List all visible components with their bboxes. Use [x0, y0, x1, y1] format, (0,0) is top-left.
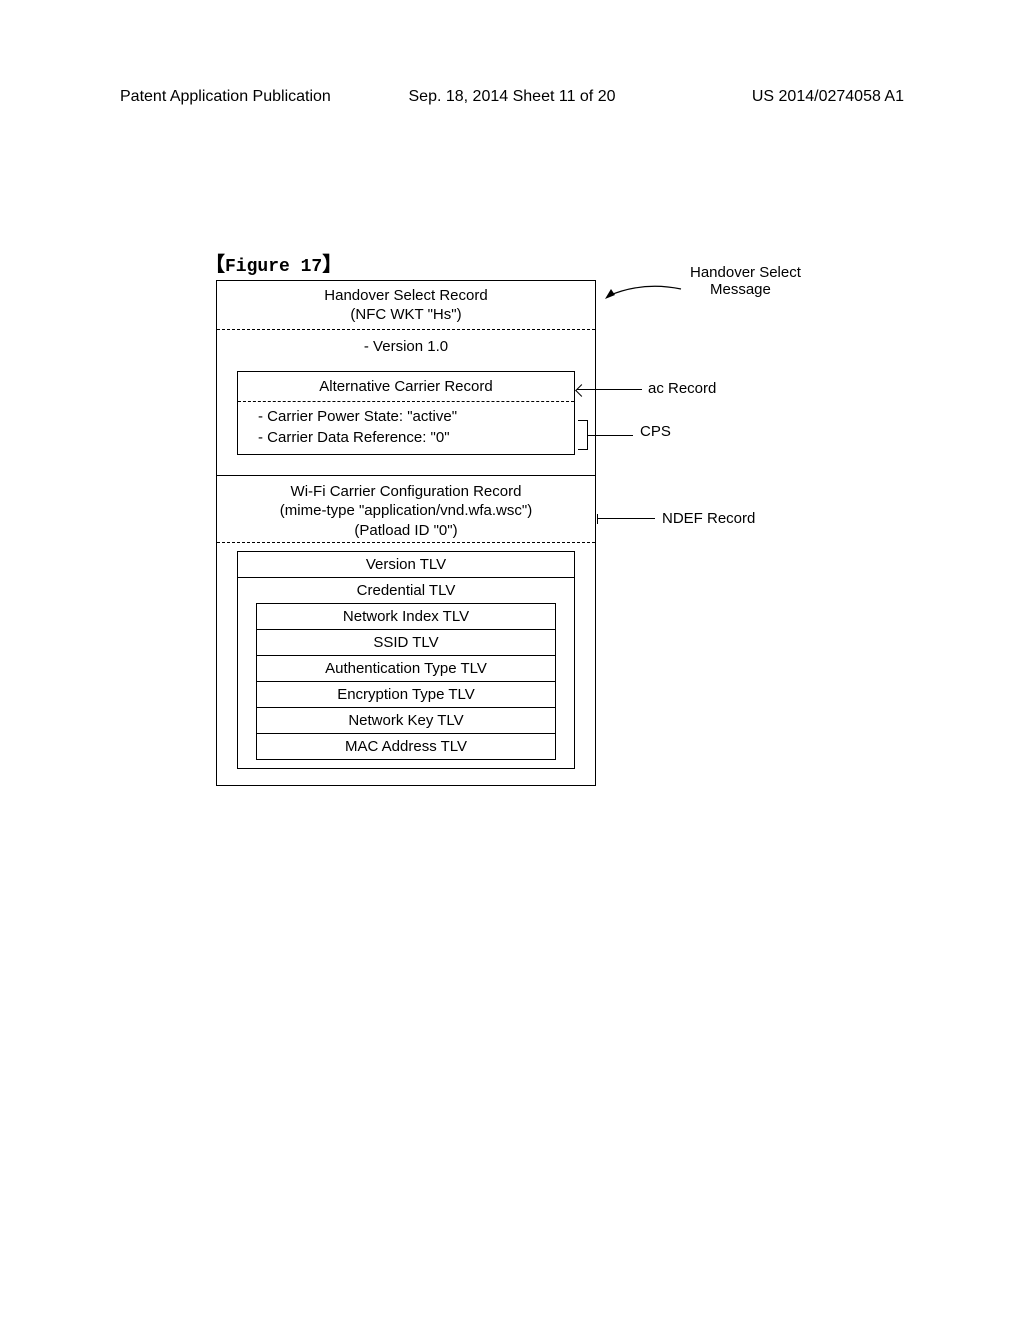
open-bracket: 【 [205, 255, 225, 278]
tlv-container: Version TLV Credential TLV Network Index… [217, 543, 595, 785]
tlv-credential: Credential TLV [238, 578, 574, 603]
diagram-container: Handover Select Record (NFC WKT "Hs") - … [216, 280, 596, 786]
tlv-ssid: SSID TLV [257, 630, 555, 656]
annotation-handover-select-message: Handover Select Message [690, 264, 801, 298]
annotation-line1: Handover Select [690, 264, 801, 281]
carrier-data-reference: - Carrier Data Reference: "0" [258, 427, 554, 448]
wifi-line3: (Patload ID "0") [217, 521, 595, 541]
alternative-carrier-box: Alternative Carrier Record - Carrier Pow… [237, 371, 575, 455]
carrier-power-state: - Carrier Power State: "active" [258, 406, 554, 427]
alternative-carrier-title: Alternative Carrier Record [238, 372, 574, 401]
wifi-line2: (mime-type "application/vnd.wfa.wsc") [217, 501, 595, 521]
arrow-handover [603, 281, 683, 301]
tlv-network-key: Network Key TLV [257, 708, 555, 734]
tlv-encryption-type: Encryption Type TLV [257, 682, 555, 708]
header-right: US 2014/0274058 A1 [752, 88, 904, 106]
annotation-cps: CPS [640, 423, 671, 440]
figure-label: 【Figure 17】 [205, 248, 342, 278]
annotation-ndef-record: NDEF Record [662, 510, 755, 527]
alternative-carrier-details: - Carrier Power State: "active" - Carrie… [238, 402, 574, 454]
wifi-carrier-config-box: Wi-Fi Carrier Configuration Record (mime… [216, 475, 596, 787]
header-center: Sep. 18, 2014 Sheet 11 of 20 [409, 88, 616, 106]
wifi-carrier-header: Wi-Fi Carrier Configuration Record (mime… [217, 476, 595, 543]
close-bracket: 】 [322, 255, 342, 278]
tlv-mac-address: MAC Address TLV [257, 734, 555, 759]
header-left: Patent Application Publication [120, 88, 331, 106]
tlv-version: Version TLV [238, 552, 574, 578]
tlv-auth-type: Authentication Type TLV [257, 656, 555, 682]
tlv-inner-box: Network Index TLV SSID TLV Authenticatio… [256, 603, 556, 760]
tlv-outer-box: Version TLV Credential TLV Network Index… [237, 551, 575, 769]
connector-ndef [597, 518, 655, 519]
wifi-line1: Wi-Fi Carrier Configuration Record [217, 482, 595, 502]
handover-select-record-box: Handover Select Record (NFC WKT "Hs") - … [216, 280, 596, 476]
page-header: Patent Application Publication Sep. 18, … [120, 88, 904, 106]
annotation-ac-record: ac Record [648, 380, 716, 397]
handover-select-title: Handover Select Record [217, 281, 595, 306]
figure-label-text: Figure 17 [225, 257, 322, 277]
version-row: - Version 1.0 [217, 330, 595, 363]
annotation-line2: Message [690, 281, 801, 298]
handover-select-subtitle: (NFC WKT "Hs") [217, 306, 595, 329]
tlv-inner-container: Network Index TLV SSID TLV Authenticatio… [238, 603, 574, 768]
tlv-network-index: Network Index TLV [257, 604, 555, 630]
